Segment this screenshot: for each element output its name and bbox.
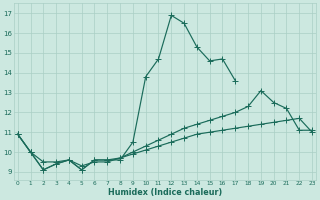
X-axis label: Humidex (Indice chaleur): Humidex (Indice chaleur)	[108, 188, 222, 197]
